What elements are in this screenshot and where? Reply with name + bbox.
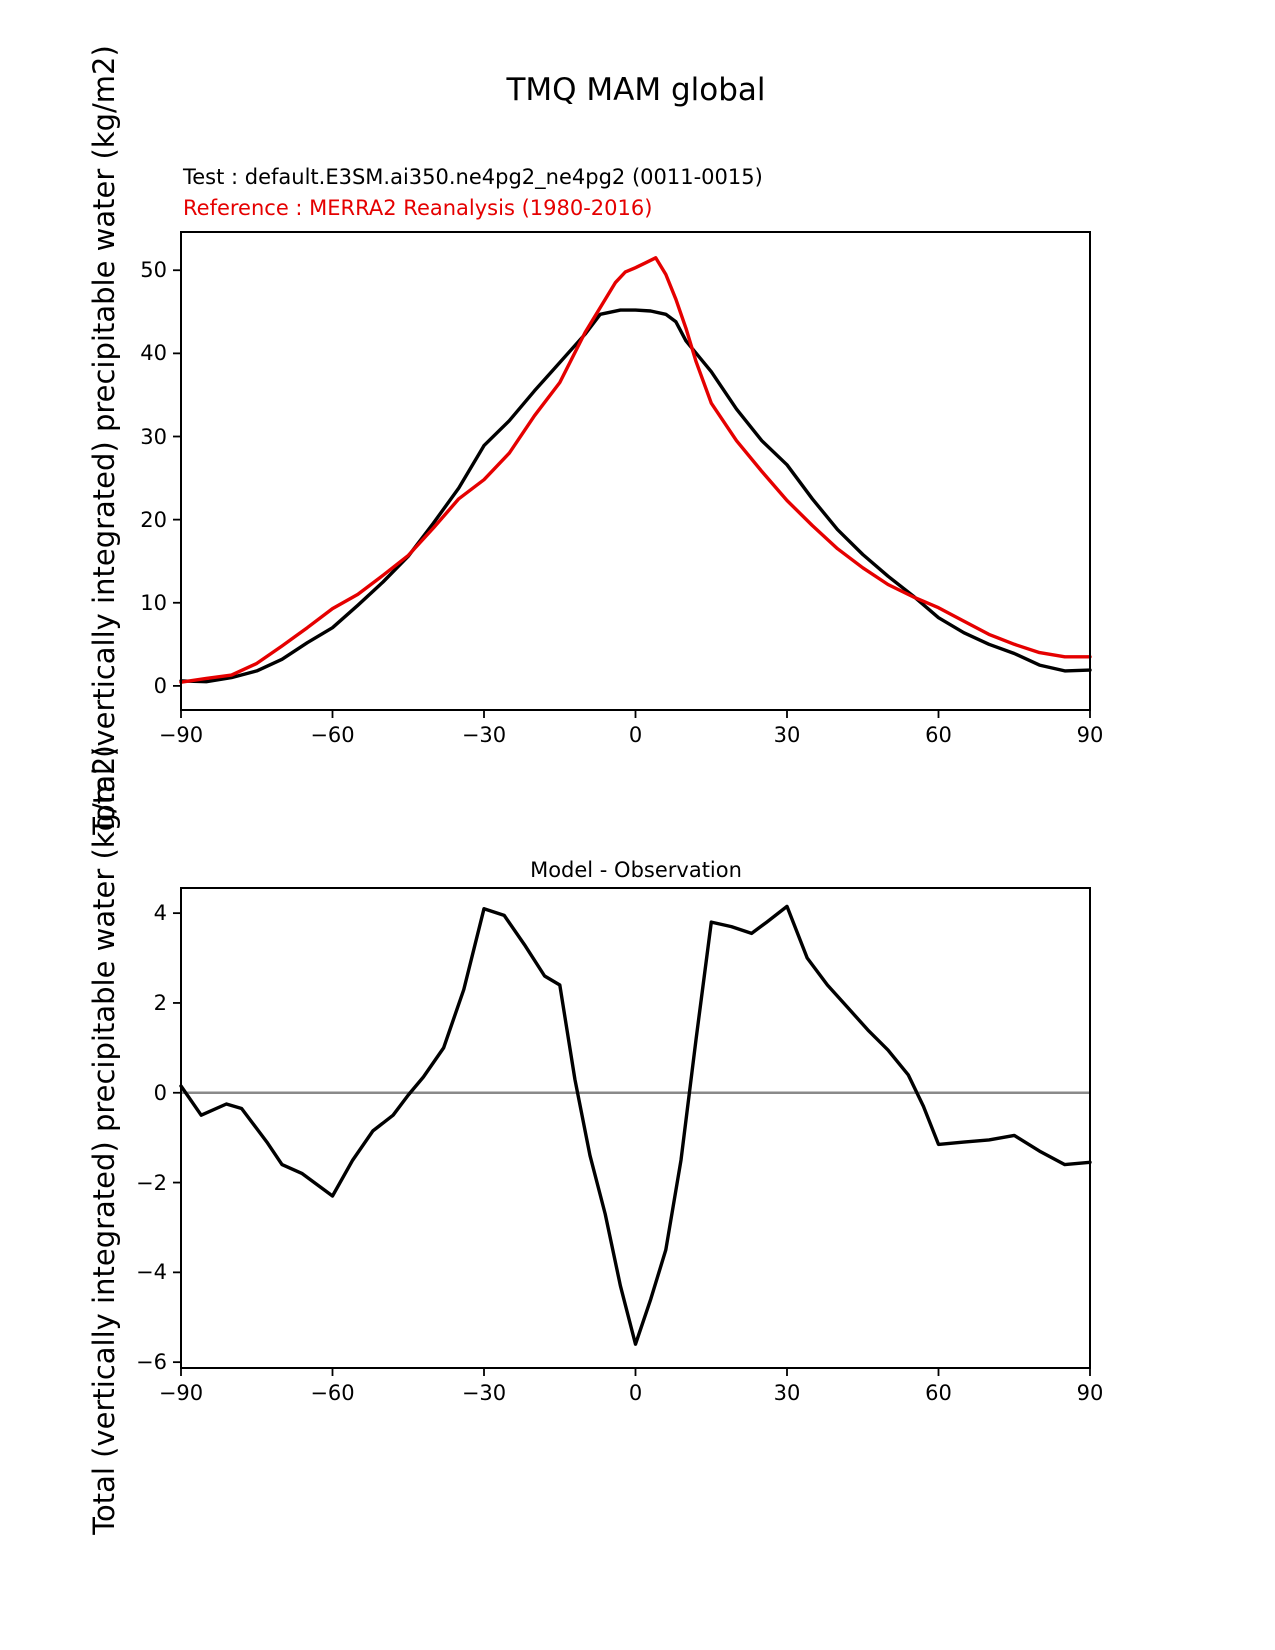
x-tick-label: −90 <box>158 723 204 747</box>
x-tick-label: 60 <box>925 1381 952 1405</box>
difference-chart-title: Model - Observation <box>530 858 742 882</box>
y-tick-label: 10 <box>140 590 167 615</box>
x-tick-label: 30 <box>773 723 801 747</box>
y-tick-label: 20 <box>140 507 167 532</box>
y-tick-label: 40 <box>140 341 167 366</box>
chart-title: TMQ MAM global <box>506 72 766 108</box>
test-legend-label: Test : default.E3SM.ai350.ne4pg2_ne4pg2 … <box>183 165 763 189</box>
bottom-y-axis-label: Total (vertically integrated) precipitab… <box>87 745 121 1535</box>
reference-legend-label: Reference : MERRA2 Reanalysis (1980-2016… <box>183 196 653 220</box>
y-tick-label: 30 <box>140 424 167 449</box>
x-tick-label: 90 <box>1076 1381 1104 1405</box>
y-tick-label: 4 <box>153 901 167 926</box>
y-tick-label: 0 <box>153 1080 167 1105</box>
x-tick-label: 30 <box>773 1381 801 1405</box>
x-tick-label: −30 <box>461 1381 507 1405</box>
x-tick-label: −30 <box>461 723 507 747</box>
y-tick-label: 0 <box>153 673 167 698</box>
y-tick-label: −6 <box>136 1350 167 1375</box>
series-line-panel0-1 <box>179 256 1092 684</box>
x-tick-label: −60 <box>310 1381 355 1405</box>
y-tick-label: −4 <box>136 1260 167 1285</box>
x-tick-label: −90 <box>158 1381 204 1405</box>
y-tick-label: 2 <box>153 990 167 1015</box>
x-tick-label: 0 <box>628 723 643 747</box>
x-tick-label: 0 <box>628 1381 643 1405</box>
x-tick-label: 90 <box>1076 723 1104 747</box>
series-line-panel0-0 <box>179 308 1092 684</box>
top-y-axis-label: Total (vertically integrated) precipitab… <box>87 45 121 835</box>
axes-frame-panel1 <box>180 887 1091 1369</box>
x-tick-label: 60 <box>925 723 952 747</box>
series-line-panel1-0 <box>179 904 1092 1346</box>
x-tick-label: −60 <box>310 723 355 747</box>
y-tick-label: 50 <box>140 258 167 283</box>
y-tick-label: −2 <box>136 1170 167 1195</box>
